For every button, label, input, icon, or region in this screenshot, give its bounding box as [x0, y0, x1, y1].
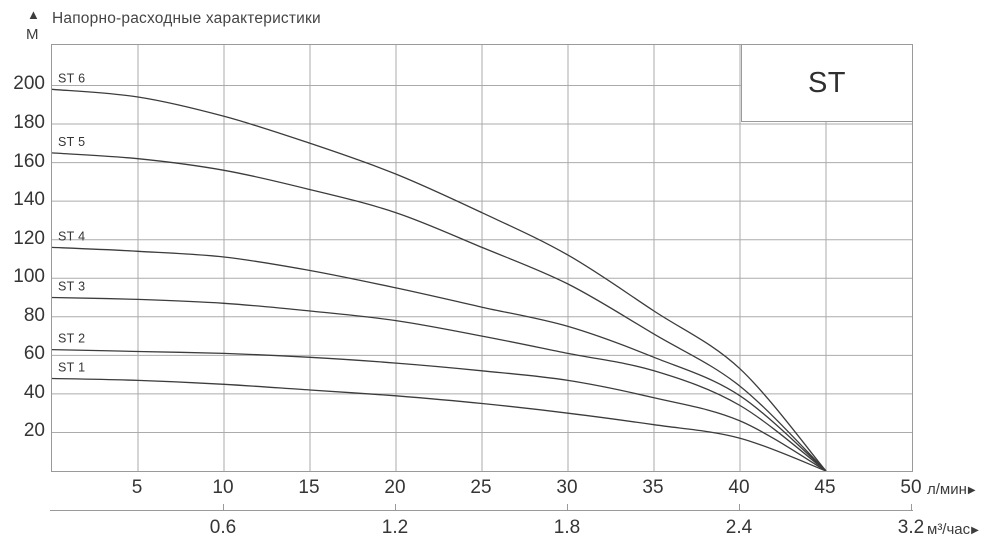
x2-tick-label: 1.2 — [381, 517, 409, 538]
y-axis-arrow-icon: ▲ — [27, 7, 40, 22]
secondary-axis-tick — [566, 504, 568, 510]
secondary-axis-tick — [394, 504, 396, 510]
y-tick-label: 200 — [13, 73, 45, 95]
x-tick-label: 20 — [384, 477, 406, 498]
y-tick-label: 180 — [13, 112, 45, 134]
legend-label: ST — [807, 66, 847, 99]
x2-tick-label: 2.4 — [725, 517, 753, 538]
right-arrow-icon: ▶ — [971, 525, 979, 536]
curve-st-1 — [52, 377, 827, 471]
curve-st-6 — [52, 88, 827, 471]
y-axis-unit-label: М — [26, 26, 39, 43]
x-tick-label: 35 — [642, 477, 664, 498]
curve-label-st-1: ST 1 — [58, 360, 85, 374]
y-tick-label: 120 — [13, 227, 45, 249]
legend-box: ST — [741, 44, 913, 122]
y-tick-label: 160 — [13, 150, 45, 172]
x2-tick-label: 3.2 — [897, 517, 925, 538]
y-tick-label: 20 — [23, 420, 45, 442]
x-tick-label: 15 — [298, 477, 320, 498]
curve-label-st-3: ST 3 — [58, 280, 85, 294]
x-axis-unit-label: л/мин — [927, 481, 967, 498]
secondary-axis-line — [50, 510, 913, 511]
x2-tick-label: 1.8 — [553, 517, 581, 538]
x-tick-label: 25 — [470, 477, 492, 498]
curve-st-5 — [52, 152, 827, 471]
x-axis-unit: л/мин ▶ — [927, 481, 976, 498]
y-tick-label: 40 — [23, 381, 45, 403]
y-tick-label: 60 — [23, 343, 45, 365]
x-tick-label: 10 — [212, 477, 234, 498]
y-tick-label: 100 — [13, 266, 45, 288]
curve-st-2 — [52, 348, 827, 471]
chart-title: Напорно-расходные характеристики — [52, 10, 321, 27]
curve-st-4 — [52, 246, 827, 471]
x-tick-label: 40 — [728, 477, 750, 498]
secondary-axis-tick — [222, 504, 224, 510]
x-tick-label: 5 — [131, 477, 143, 498]
x-tick-label: 50 — [900, 477, 922, 498]
x2-tick-label: 0.6 — [209, 517, 237, 538]
x-tick-label: 30 — [556, 477, 578, 498]
secondary-axis-tick — [738, 504, 740, 510]
curve-label-st-5: ST 5 — [58, 135, 85, 149]
x-tick-label: 45 — [814, 477, 836, 498]
secondary-axis-tick — [910, 504, 912, 510]
curve-st-3 — [52, 296, 827, 471]
y-tick-label: 140 — [13, 189, 45, 211]
y-tick-label: 80 — [23, 304, 45, 326]
curve-label-st-6: ST 6 — [58, 71, 85, 85]
right-arrow-icon: ▶ — [967, 485, 976, 496]
curve-label-st-4: ST 4 — [58, 229, 85, 243]
curve-label-st-2: ST 2 — [58, 332, 85, 346]
x2-axis-unit-label: м³/час — [927, 521, 971, 538]
x2-axis-unit: м³/час ▶ — [927, 521, 979, 538]
